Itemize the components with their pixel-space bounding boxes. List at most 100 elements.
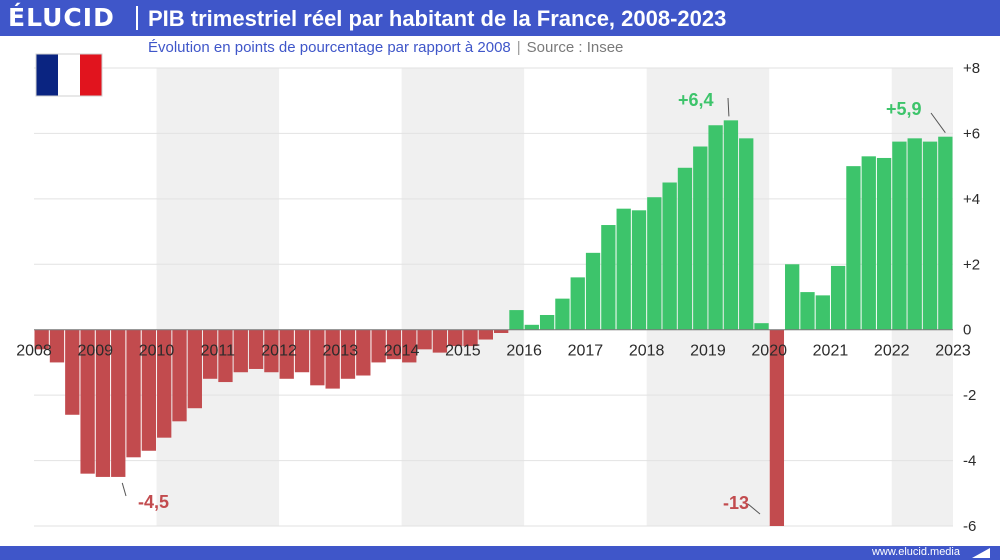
year-band (401, 68, 525, 526)
bar (294, 329, 310, 373)
bar (49, 329, 65, 363)
chart-subtitle: Évolution en points de pourcentage par r… (148, 39, 511, 56)
bar (141, 329, 157, 451)
bar (539, 314, 555, 330)
subtitle-row: Évolution en points de pourcentage par r… (148, 39, 623, 56)
source-note: Source : Insee (526, 39, 624, 56)
y-tick-label: +6 (963, 125, 980, 142)
x-tick-label: 2012 (261, 343, 297, 360)
bar (126, 329, 141, 458)
flag-stripe-red (80, 54, 102, 96)
bar (279, 329, 294, 379)
flag-france-icon (36, 54, 58, 96)
flag-stripe-white (58, 54, 80, 96)
y-tick-label: -6 (963, 518, 976, 535)
annotation-leader (930, 112, 946, 133)
x-tick-label: 2023 (935, 343, 971, 360)
bar (677, 167, 693, 330)
y-tick-label: 0 (963, 322, 971, 339)
x-tick-label: 2018 (629, 343, 665, 360)
x-tick-label: 2011 (201, 343, 236, 360)
footer-url[interactable]: www.elucid.media (871, 546, 960, 558)
bar (187, 329, 202, 409)
x-tick-label: 2017 (568, 343, 604, 360)
bar (80, 329, 95, 474)
bar (585, 252, 601, 330)
x-tick-label: 2022 (874, 343, 910, 360)
bar (448, 329, 463, 347)
bar (233, 329, 248, 373)
bar (907, 138, 922, 330)
y-tick-label: -2 (963, 387, 976, 404)
y-tick-label: +4 (963, 191, 980, 208)
subtitle-divider: | (516, 39, 521, 56)
bar (785, 264, 800, 330)
annotation-label: -4,5 (138, 492, 169, 512)
annotation-label: +6,4 (678, 90, 714, 110)
bar (340, 329, 356, 379)
bar (693, 146, 708, 330)
x-tick-label: 2016 (506, 343, 542, 360)
bar (218, 329, 233, 383)
header-bar: ÉLUCID PIB trimestriel réel par habitant… (0, 0, 1000, 36)
year-band (156, 68, 280, 526)
bar (157, 329, 172, 438)
bar (601, 225, 616, 330)
bar (248, 329, 264, 369)
bar (662, 182, 677, 330)
bar (34, 329, 49, 350)
bar (723, 120, 739, 330)
bar (111, 329, 126, 477)
bar (616, 208, 631, 330)
bar-chart: 2008 2009 2010 2011 2012 2013 2014 2015 2016 2017… (16, 53, 980, 535)
bar (356, 329, 371, 376)
annotation-leader (747, 503, 761, 515)
x-tick-label: 2014 (384, 343, 420, 360)
bar (402, 329, 417, 363)
brand-logo: ÉLUCID (8, 3, 115, 32)
bar (739, 138, 754, 330)
bar (555, 298, 570, 330)
x-tick-label: 2008 (16, 343, 52, 360)
bar (938, 136, 953, 330)
chart-title: PIB trimestriel réel par habitant de la … (148, 6, 727, 31)
annotation-label: +5,9 (886, 99, 922, 119)
bar (922, 141, 938, 330)
x-tick-label: 2010 (139, 343, 175, 360)
bar (371, 329, 386, 363)
bar (264, 329, 279, 373)
y-tick-label: +2 (963, 256, 980, 273)
brand-mark-icon (972, 548, 990, 558)
header-separator (136, 6, 138, 30)
bar (708, 125, 723, 330)
bar (172, 329, 187, 422)
bar (417, 329, 432, 350)
bar (463, 329, 478, 347)
x-tick-label: 2020 (751, 343, 787, 360)
x-tick-label: 2015 (445, 343, 481, 360)
x-tick-label: 2013 (323, 343, 359, 360)
bar (95, 329, 111, 477)
y-tick-label: +8 (963, 60, 980, 77)
bar (432, 329, 448, 353)
bar (386, 329, 402, 360)
bar (861, 156, 876, 330)
bar (800, 292, 815, 330)
bar (876, 157, 892, 330)
bar (769, 329, 785, 526)
bar (524, 324, 539, 330)
bar (754, 323, 769, 330)
annotation-leader (727, 97, 730, 117)
bar (65, 329, 80, 415)
bar (494, 329, 509, 333)
y-tick-label: -4 (963, 453, 976, 470)
bar (325, 329, 340, 389)
annotation-leader (121, 482, 127, 497)
annotation-label: -13 (723, 493, 749, 513)
bar (815, 295, 830, 330)
bar (631, 210, 647, 330)
bar (202, 329, 218, 379)
bar (846, 166, 861, 330)
bar (647, 197, 662, 330)
